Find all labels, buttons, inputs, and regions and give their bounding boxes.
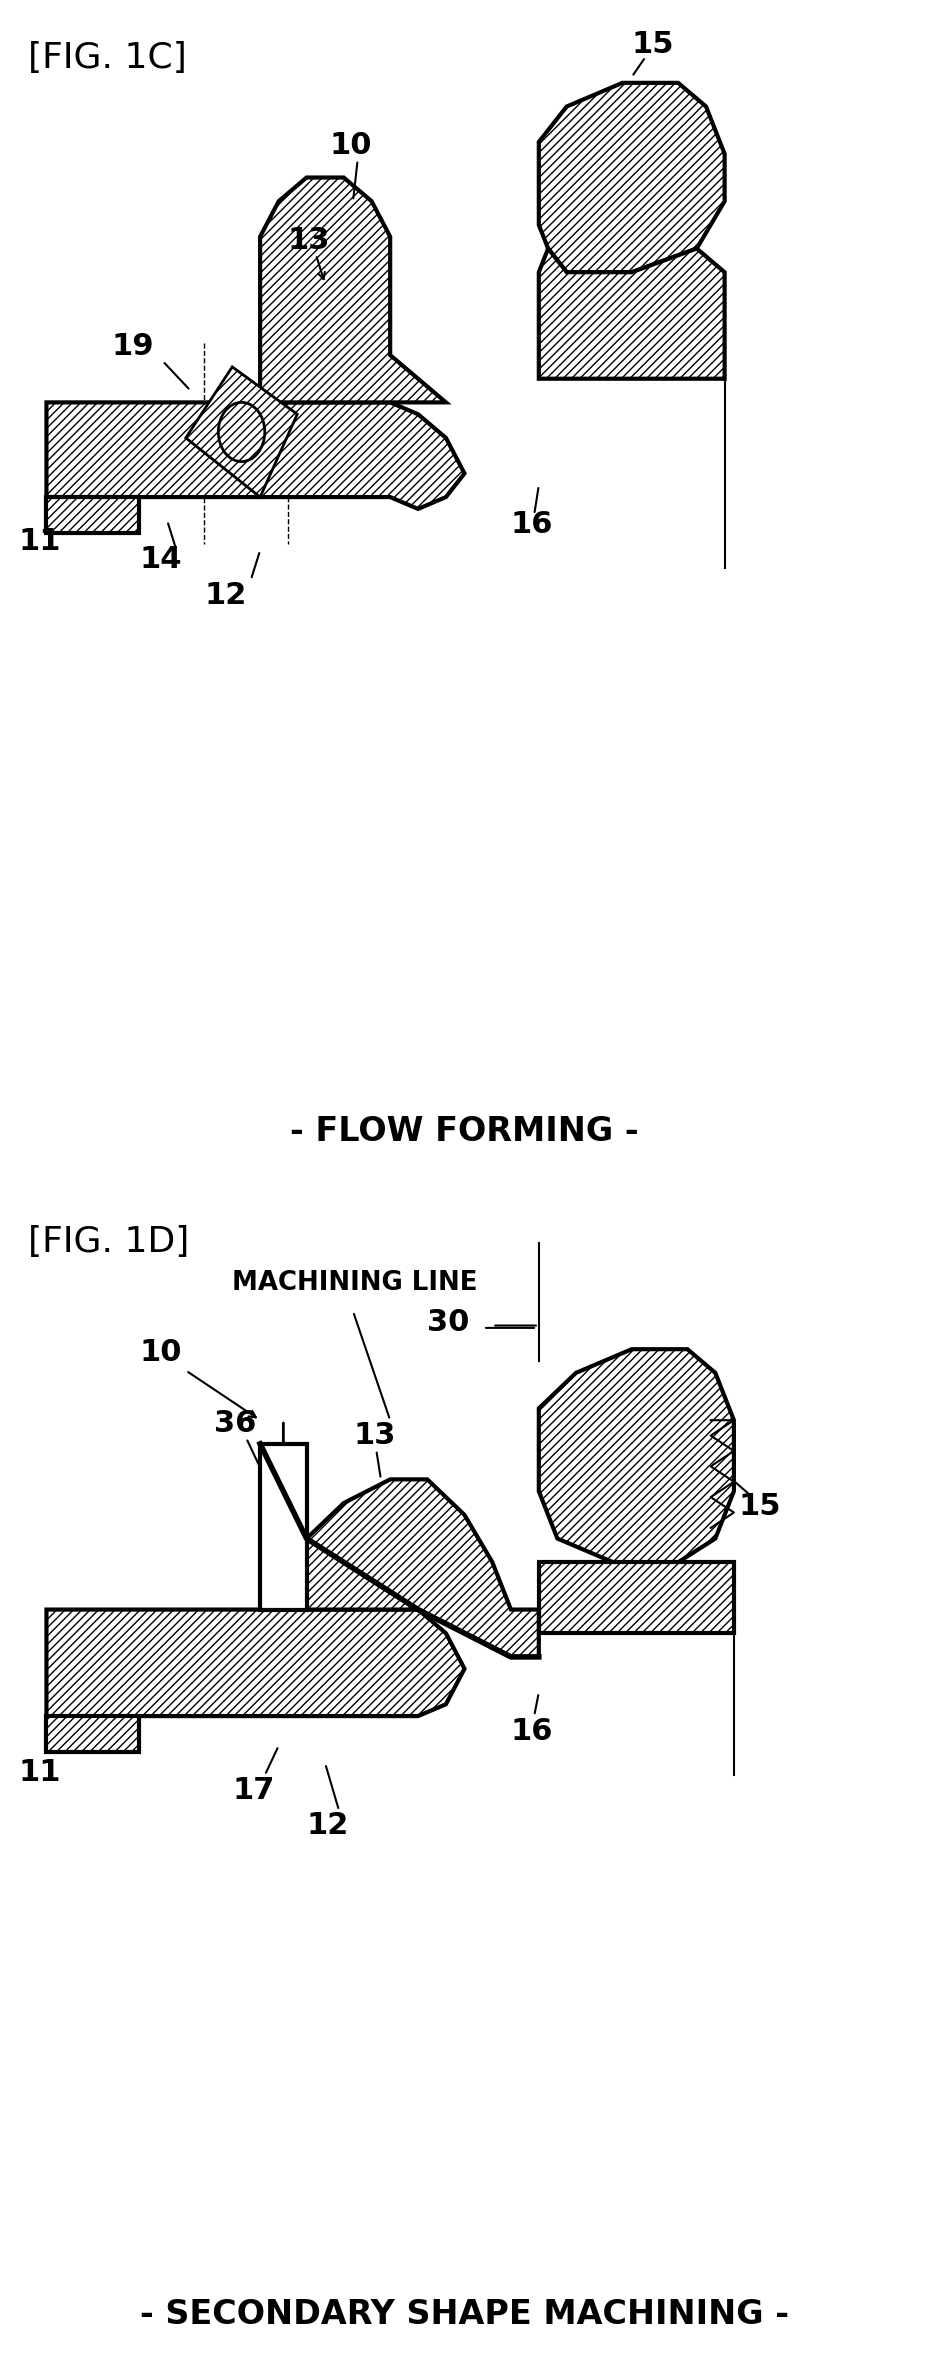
Polygon shape — [46, 402, 464, 509]
Polygon shape — [538, 83, 724, 272]
Text: 12: 12 — [204, 580, 247, 611]
Text: 11: 11 — [19, 1759, 61, 1787]
Text: 14: 14 — [139, 544, 182, 575]
Text: 15: 15 — [631, 31, 674, 59]
Text: [FIG. 1D]: [FIG. 1D] — [28, 1226, 189, 1259]
Text: 10: 10 — [329, 130, 372, 161]
Text: MACHINING LINE: MACHINING LINE — [232, 1271, 477, 1297]
Text: 13: 13 — [353, 1420, 395, 1451]
Polygon shape — [46, 1610, 464, 1716]
Polygon shape — [260, 178, 445, 402]
Text: 19: 19 — [111, 331, 154, 362]
Text: 16: 16 — [510, 1716, 553, 1747]
Text: - SECONDARY SHAPE MACHINING -: - SECONDARY SHAPE MACHINING - — [140, 2298, 788, 2331]
Text: 30: 30 — [427, 1309, 470, 1337]
Polygon shape — [306, 1479, 538, 1657]
Text: 11: 11 — [19, 528, 61, 556]
Polygon shape — [186, 367, 297, 497]
Polygon shape — [538, 1349, 733, 1562]
Text: 15: 15 — [738, 1491, 780, 1522]
Text: [FIG. 1C]: [FIG. 1C] — [28, 40, 187, 76]
Text: 10: 10 — [139, 1337, 182, 1368]
Polygon shape — [538, 1562, 733, 1633]
Polygon shape — [260, 1444, 306, 1610]
Text: 36: 36 — [213, 1408, 256, 1439]
Polygon shape — [46, 497, 139, 533]
Text: 17: 17 — [232, 1775, 275, 1806]
Polygon shape — [538, 249, 724, 379]
Text: 13: 13 — [288, 225, 330, 256]
Text: 16: 16 — [510, 509, 553, 540]
Polygon shape — [46, 1716, 139, 1752]
Text: - FLOW FORMING -: - FLOW FORMING - — [290, 1115, 638, 1148]
Text: 12: 12 — [306, 1811, 349, 1842]
